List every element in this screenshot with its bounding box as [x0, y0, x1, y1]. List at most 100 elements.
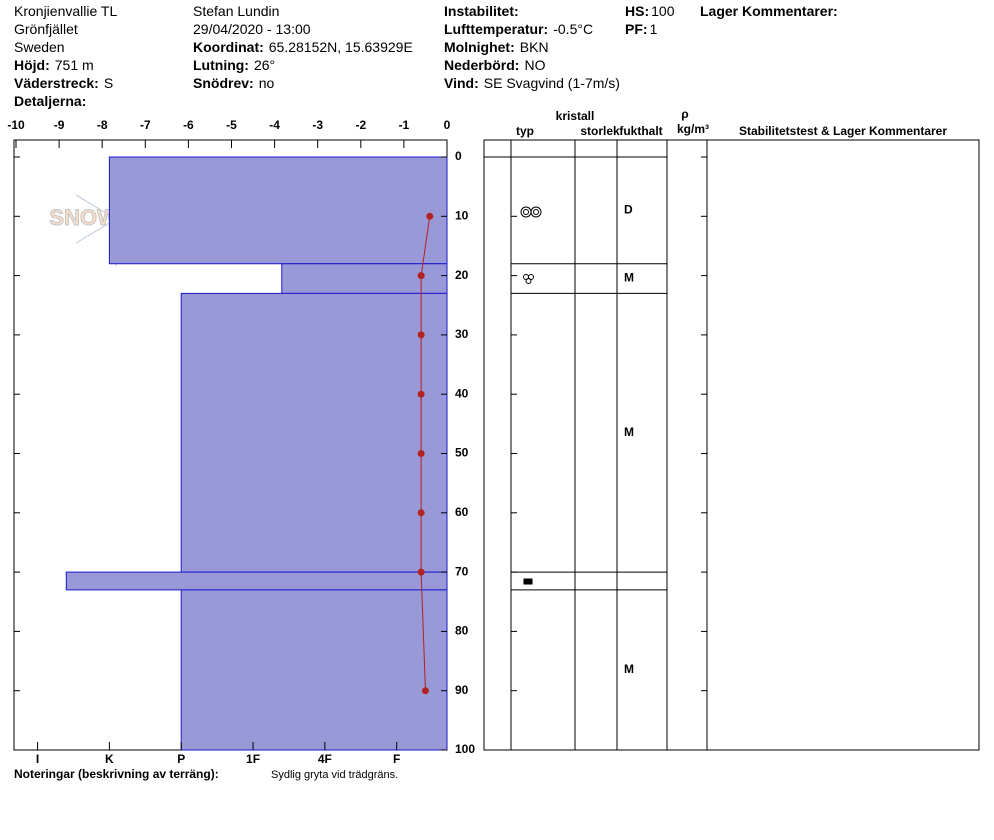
y-tick-label: 80 [455, 624, 469, 638]
hardness-bar [180, 292, 448, 573]
y-tick-label: 0 [455, 149, 462, 163]
field-value: Stefan Lundin [193, 3, 279, 19]
field-label: Vind: [444, 75, 479, 91]
moisture: M [624, 425, 634, 439]
header-field: PF: 1 [625, 21, 658, 37]
temperature-point [417, 272, 425, 280]
hardness-tick-label: F [393, 752, 400, 766]
x-tick-label: -1 [399, 118, 410, 132]
header-field: HS: 100 [625, 3, 675, 19]
field-label: Lager Kommentarer: [700, 3, 838, 19]
field-value: NO [524, 57, 545, 73]
temperature-point [417, 509, 425, 517]
field-value: 100 [651, 3, 675, 19]
field-value: 65.28152N, 15.63929E [269, 39, 413, 55]
header-field: Nederbörd: NO [444, 57, 546, 73]
hardness-bar [65, 571, 448, 591]
header-field: Lufttemperatur: -0.5°C [444, 21, 593, 37]
moisture: M [624, 662, 634, 676]
temperature-line [420, 216, 431, 691]
x-tick-label: -6 [183, 118, 194, 132]
hardness-tick-label: 4F [318, 752, 332, 766]
field-value: SE Svagvind (1-7m/s) [484, 75, 620, 91]
field-value: Kronjienvallie TL [14, 3, 117, 19]
y-tick-label: 90 [455, 683, 469, 697]
field-label: Lutning: [193, 57, 249, 73]
y-tick-label: 30 [455, 327, 469, 341]
y-tick-label: 100 [455, 742, 475, 756]
moisture: D [624, 203, 633, 217]
header-typ: typ [516, 124, 534, 138]
header-field: Instabilitet: [444, 3, 519, 19]
table-frame [483, 139, 980, 751]
field-label: Snödrev: [193, 75, 254, 91]
field-label: Nederbörd: [444, 57, 519, 73]
x-tick-label: 0 [444, 118, 451, 132]
header-field: Lager Kommentarer: [700, 3, 838, 19]
temperature-point [417, 390, 425, 398]
x-tick-label: -10 [7, 118, 25, 132]
grain-symbols [520, 206, 542, 585]
x-tick-label: -3 [312, 118, 323, 132]
header-storlek: storlek [580, 124, 620, 138]
x-tick-label: -5 [226, 118, 237, 132]
field-value: 751 m [55, 57, 94, 73]
hardness-tick-label: I [36, 752, 39, 766]
header-kristall: kristall [556, 109, 595, 123]
field-value: no [259, 75, 275, 91]
hardness-bar [180, 589, 448, 751]
field-label: HS: [625, 3, 649, 19]
header-field: Höjd: 751 m [14, 57, 94, 73]
y-tick-label: 70 [455, 564, 469, 578]
header-fukthalt: fukthalt [619, 124, 662, 138]
header-field: Väderstreck: S [14, 75, 113, 91]
y-tick-label: 50 [455, 446, 469, 460]
field-value: BKN [520, 39, 549, 55]
hardness-tick-label: K [105, 752, 114, 766]
field-label: Detaljerna: [14, 93, 86, 109]
x-tick-label: -9 [54, 118, 65, 132]
field-value: Sweden [14, 39, 65, 55]
temperature-point [417, 450, 425, 457]
hardness-tick-label: P [177, 752, 185, 766]
header-field: Grönfjället [14, 21, 78, 37]
temperature-point [421, 687, 429, 695]
field-label: Höjd: [14, 57, 50, 73]
y-tick-label: 10 [455, 208, 469, 222]
field-label: Väderstreck: [14, 75, 99, 91]
temperature-point [426, 212, 434, 220]
header-field: Detaljerna: [14, 93, 86, 109]
hardness-bar [108, 156, 448, 265]
header-field: Vind: SE Svagvind (1-7m/s) [444, 75, 620, 91]
notes-label: Noteringar (beskrivning av terräng): [14, 767, 219, 781]
y-tick-label: 40 [455, 386, 469, 400]
field-value: 1 [650, 21, 658, 37]
header-field: Kronjienvallie TL [14, 3, 117, 19]
header-field: Sweden [14, 39, 65, 55]
field-label: Molnighet: [444, 39, 515, 55]
x-tick-label: -2 [355, 118, 366, 132]
header-field: 29/04/2020 - 13:00 [193, 21, 311, 37]
y-tick-label: 20 [455, 268, 469, 282]
field-label: Lufttemperatur: [444, 21, 548, 37]
field-value: S [104, 75, 113, 91]
header-field: Lutning: 26° [193, 57, 275, 73]
x-tick-label: -8 [97, 118, 108, 132]
moisture: M [624, 271, 634, 285]
field-label: PF: [625, 21, 648, 37]
field-label: Instabilitet: [444, 3, 519, 19]
x-tick-label: -4 [269, 118, 280, 132]
field-value: Grönfjället [14, 21, 78, 37]
field-value: -0.5°C [553, 21, 593, 37]
header-field: Stefan Lundin [193, 3, 279, 19]
header-comments: Stabilitetstest & Lager Kommentarer [739, 124, 947, 138]
x-tick-label: -7 [140, 118, 151, 132]
header-field: Koordinat: 65.28152N, 15.63929E [193, 39, 413, 55]
y-tick-label: 60 [455, 505, 469, 519]
field-label: Koordinat: [193, 39, 264, 55]
notes-text: Sydlig gryta vid trädgräns. [271, 769, 398, 781]
temperature-point [417, 331, 425, 339]
header-field: Snödrev: no [193, 75, 274, 91]
field-value: 26° [254, 57, 275, 73]
